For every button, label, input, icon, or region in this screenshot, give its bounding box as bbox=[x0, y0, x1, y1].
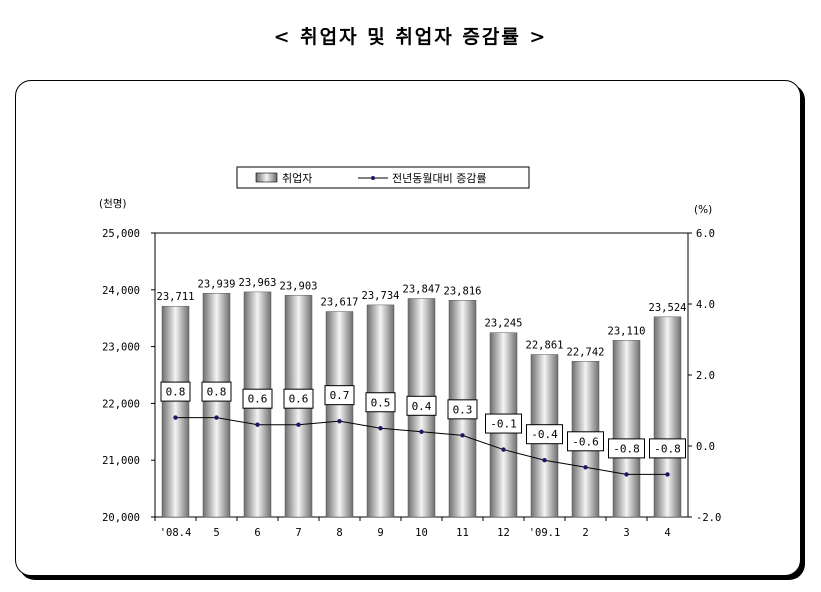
x-tick-label: 8 bbox=[336, 527, 342, 539]
line-value-box bbox=[649, 438, 686, 459]
line-value-label: -0.8 bbox=[654, 442, 681, 455]
line-value-box bbox=[283, 388, 314, 409]
bar-value-label: 23,903 bbox=[280, 280, 318, 292]
line-point bbox=[255, 422, 260, 427]
bar-value-label: 22,742 bbox=[567, 346, 605, 358]
bar bbox=[202, 293, 231, 518]
right-tick-label: 6.0 bbox=[696, 228, 715, 240]
line-point bbox=[173, 415, 178, 420]
bar-value-label: 22,861 bbox=[526, 339, 564, 351]
line-value-labels: 0.8 0.8 0.6 0.6 0.7 0.5 0.4 0.3 -0.1 -0.4 -0.6 -0.8… bbox=[160, 381, 686, 459]
line-point bbox=[419, 429, 424, 434]
bar bbox=[161, 305, 190, 518]
right-tick-label: 2.0 bbox=[696, 370, 715, 382]
bar-value-label: 23,245 bbox=[485, 318, 523, 330]
bar-value-label: 23,963 bbox=[239, 277, 277, 289]
line-value-label: 0.6 bbox=[248, 393, 268, 406]
line-point bbox=[460, 433, 465, 438]
x-tick-label: 9 bbox=[377, 527, 383, 539]
x-tick-label: 2 bbox=[582, 527, 588, 539]
left-tick-label: 24,000 bbox=[102, 285, 140, 297]
x-tick-label: 11 bbox=[456, 527, 469, 539]
line-value-label: 0.5 bbox=[371, 396, 391, 409]
x-tick-label: '08.4 bbox=[160, 527, 192, 539]
x-tick-label: 7 bbox=[295, 527, 301, 539]
left-tick-label: 20,000 bbox=[102, 512, 140, 524]
bar-value-label: 23,816 bbox=[444, 285, 482, 297]
line-value-label: -0.8 bbox=[613, 442, 640, 455]
right-tick-label: -2.0 bbox=[696, 512, 721, 524]
bar bbox=[325, 311, 354, 518]
x-tick-label: 3 bbox=[623, 527, 629, 539]
x-tick-label: 6 bbox=[254, 527, 260, 539]
line-point bbox=[501, 447, 506, 452]
line-point bbox=[378, 426, 383, 431]
line-value-box bbox=[406, 395, 437, 416]
left-tick-label: 22,000 bbox=[102, 398, 140, 410]
right-axis-unit: (%) bbox=[694, 204, 712, 216]
legend-bar-label: 취업자 bbox=[282, 172, 312, 185]
left-tick-label: 23,000 bbox=[102, 342, 140, 354]
line-value-label: 0.6 bbox=[289, 393, 309, 406]
line-point bbox=[337, 418, 342, 424]
left-axis: 20,000 21,000 22,000 23,000 24,000 25,000 bbox=[102, 228, 155, 524]
x-tick-label: '09.1 bbox=[529, 527, 561, 539]
bar bbox=[653, 316, 682, 518]
legend-line-marker bbox=[371, 176, 375, 180]
bar-value-label: 23,524 bbox=[649, 302, 687, 314]
line-point bbox=[665, 472, 670, 477]
line-point bbox=[624, 472, 629, 477]
legend-line-label: 전년동월대비 증감률 bbox=[392, 172, 487, 185]
line-value-box bbox=[526, 424, 563, 445]
line-value-label: 0.4 bbox=[412, 400, 432, 413]
line-value-label: 0.8 bbox=[207, 386, 227, 399]
line-value-label: 0.8 bbox=[166, 386, 186, 399]
bar-value-label: 23,847 bbox=[403, 283, 441, 295]
left-axis-unit: (천명) bbox=[99, 198, 127, 210]
bar-value-label: 23,110 bbox=[608, 325, 646, 337]
x-axis: '08.4 5 6 7 8 9 10 11 12 '09.1 2 3 4 bbox=[154, 517, 671, 539]
right-tick-label: 4.0 bbox=[696, 299, 715, 311]
x-tick-label: 12 bbox=[497, 527, 510, 539]
line-value-box bbox=[608, 438, 645, 459]
bar-value-label: 23,711 bbox=[157, 291, 195, 303]
bar-value-label: 23,617 bbox=[321, 297, 359, 309]
line-point bbox=[583, 465, 588, 470]
line-value-box bbox=[365, 392, 396, 413]
bar-value-label: 23,939 bbox=[198, 278, 236, 290]
line-point bbox=[296, 422, 301, 427]
line-value-box bbox=[201, 381, 232, 402]
line-value-box bbox=[447, 399, 478, 420]
legend: 취업자 전년동월대비 증감률 bbox=[236, 166, 530, 189]
line-point bbox=[542, 458, 547, 463]
line-value-box bbox=[324, 385, 355, 406]
line-value-box bbox=[567, 431, 604, 452]
bar bbox=[612, 340, 641, 518]
line-value-box bbox=[160, 381, 191, 402]
line-value-label: -0.4 bbox=[531, 428, 558, 441]
legend-bar-swatch bbox=[255, 172, 278, 183]
line-value-box bbox=[485, 413, 522, 434]
page-title: < 취업자 및 취업자 증감률 > bbox=[273, 26, 548, 48]
left-tick-label: 25,000 bbox=[102, 228, 140, 240]
x-tick-label: 4 bbox=[664, 527, 670, 539]
bar-value-label: 23,734 bbox=[362, 290, 400, 302]
left-tick-label: 21,000 bbox=[102, 455, 140, 467]
line-value-label: -0.1 bbox=[490, 418, 517, 431]
line-point bbox=[214, 415, 219, 420]
x-tick-label: 10 bbox=[415, 527, 428, 539]
line-value-label: 0.3 bbox=[453, 403, 473, 416]
x-tick-label: 5 bbox=[213, 527, 219, 539]
line-series bbox=[173, 415, 670, 477]
line-value-box bbox=[242, 388, 273, 409]
line-value-label: -0.6 bbox=[572, 435, 599, 448]
right-tick-label: 0.0 bbox=[696, 441, 715, 453]
line-value-label: 0.7 bbox=[330, 389, 350, 402]
right-axis: -2.0 0.0 2.0 4.0 6.0 bbox=[688, 228, 721, 524]
